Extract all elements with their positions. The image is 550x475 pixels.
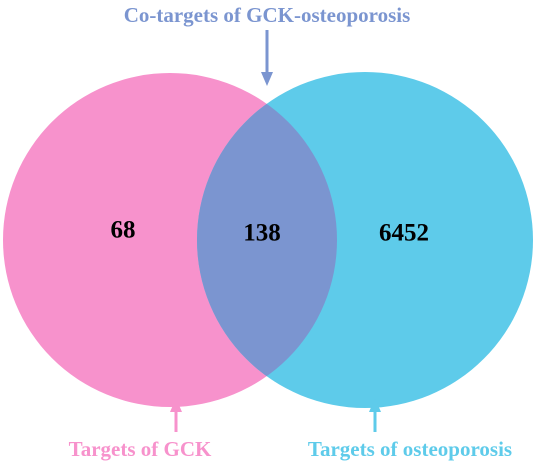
intersection-label: Co-targets of GCK-osteoporosis [124,3,411,27]
gck-label: Targets of GCK [69,437,212,461]
gck-only-count: 68 [111,217,136,244]
top-arrow [261,30,273,86]
intersection-region [197,73,337,407]
intersection-count: 138 [243,220,281,247]
left-arrow [170,398,182,432]
osteoporosis-only-count: 6452 [379,220,429,247]
osteoporosis-label: Targets of osteoporosis [308,437,512,461]
right-arrow [369,398,381,432]
